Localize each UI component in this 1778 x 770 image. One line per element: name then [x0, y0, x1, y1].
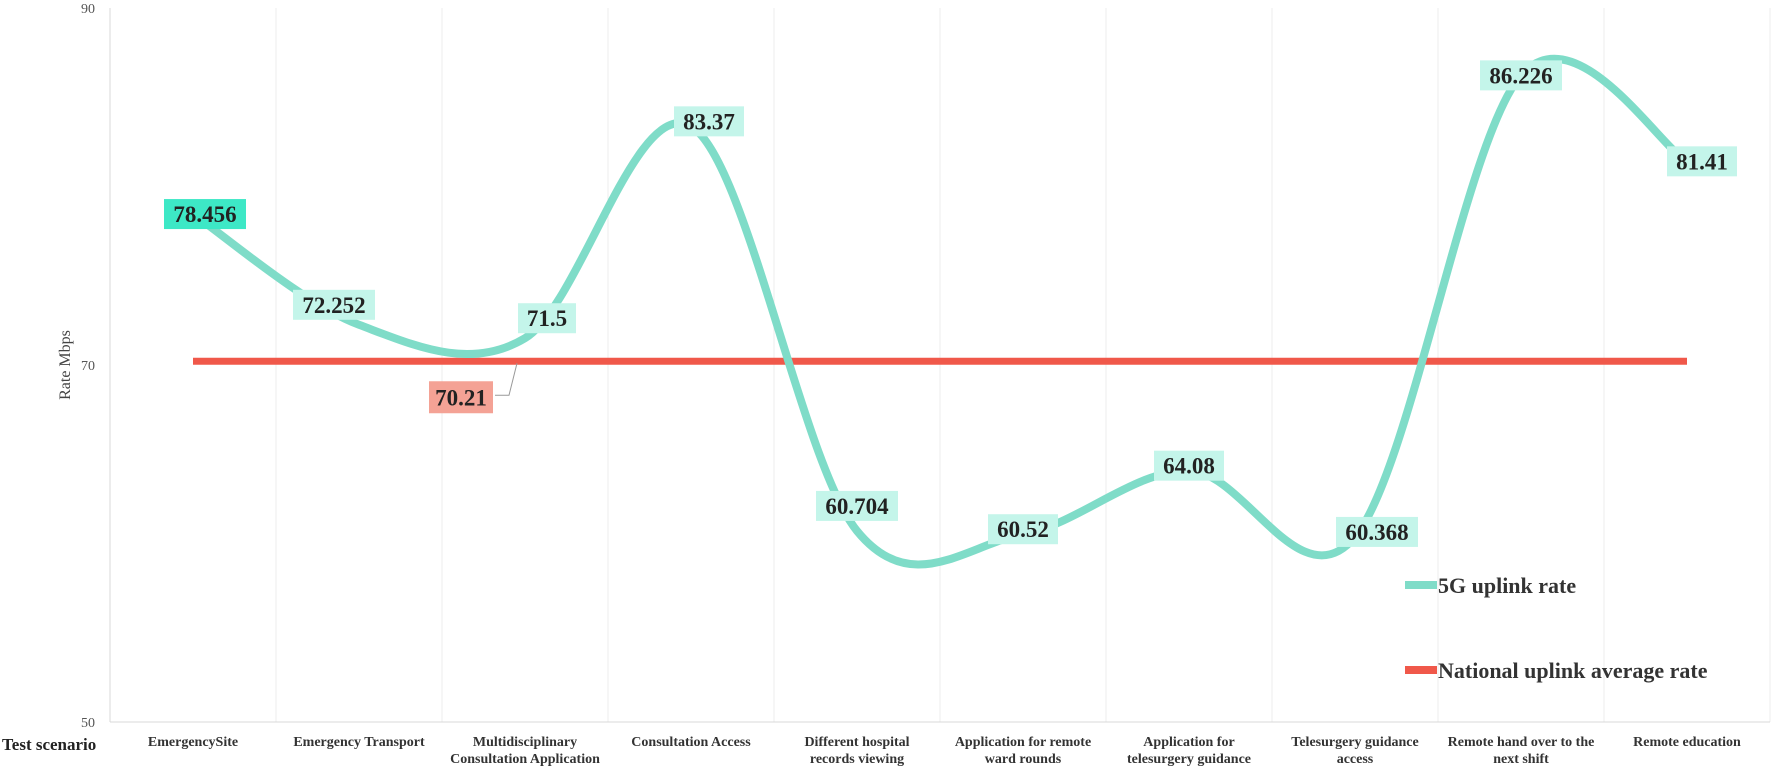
x-category-labels: EmergencySite Emergency Transport Multidis… — [148, 735, 1741, 767]
data-label-5g: 72.252 — [302, 293, 365, 318]
x-category-label: Multidisciplinary Consultation Applicatio… — [450, 735, 600, 767]
x-category-label: Emergency Transport — [293, 735, 425, 750]
data-label-bg — [816, 490, 898, 521]
data-label-national: 70.21 — [435, 385, 487, 410]
x-category-label: Application for telesurgery guidance — [1127, 735, 1251, 767]
y-tick-labels: 90 70 50 — [81, 2, 95, 731]
data-label-bg — [164, 199, 246, 230]
x-category-label: Remote education — [1633, 735, 1741, 750]
data-label-bg — [1336, 516, 1418, 547]
data-label-5g: 60.52 — [997, 517, 1049, 542]
data-label-5g: 60.704 — [825, 494, 889, 519]
data-label-5g: 60.368 — [1345, 520, 1408, 545]
data-label-5g: 71.5 — [527, 306, 567, 331]
data-label-bg — [518, 303, 576, 334]
x-category-label: Telesurgery guidance access — [1291, 735, 1418, 767]
y-tick-label: 50 — [81, 716, 95, 731]
y-tick-label: 70 — [81, 359, 95, 374]
data-label-5g: 64.08 — [1163, 454, 1215, 479]
y-axis-title: Rate Mbps — [57, 330, 74, 400]
leader-line — [495, 363, 518, 396]
legend-label-national: National uplink average rate — [1438, 658, 1708, 683]
x-category-label: Application for remote ward rounds — [955, 735, 1091, 767]
data-label-bg — [674, 106, 744, 137]
x-category-label: EmergencySite — [148, 735, 238, 750]
data-label-bg — [429, 381, 493, 414]
data-label-bg — [293, 289, 375, 320]
data-label-bg — [988, 514, 1058, 545]
vertical-gridlines — [275, 8, 1771, 722]
data-label-bg — [1480, 60, 1562, 91]
data-labels: 78.456 72.252 71.5 83.37 60.704 60.52 64.08 60.… — [164, 60, 1737, 547]
x-category-label: Different hospital records viewing — [804, 735, 909, 767]
x-category-label: Consultation Access — [631, 735, 751, 750]
series-lines — [189, 54, 1691, 569]
data-label-5g: 86.226 — [1489, 63, 1552, 88]
data-label-5g: 81.41 — [1676, 149, 1728, 174]
data-label-5g: 78.456 — [173, 202, 236, 227]
data-label-bg — [1667, 146, 1737, 177]
data-label-5g: 83.37 — [683, 109, 735, 134]
x-axis-title: Test scenario — [2, 735, 96, 754]
x-category-label: Remote hand over to the next shift — [1448, 735, 1595, 767]
legend-label-5g: 5G uplink rate — [1438, 573, 1576, 598]
legend: 5G uplink rate National uplink average r… — [1405, 573, 1708, 683]
y-tick-label: 90 — [81, 2, 95, 17]
series-line-5g-uplink — [189, 54, 1691, 569]
data-label-bg — [1154, 450, 1224, 481]
